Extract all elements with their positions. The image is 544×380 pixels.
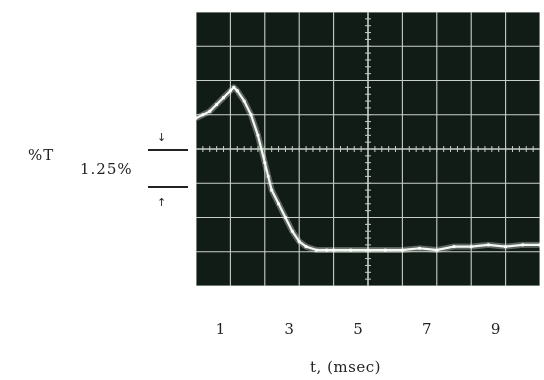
data-point [521, 243, 525, 247]
data-point [504, 245, 508, 249]
x-tick-label: 1 [215, 320, 226, 338]
scale-marker-top [148, 149, 188, 151]
scale-marker-bottom [148, 186, 188, 188]
data-point [290, 229, 294, 233]
arrow-up-icon: ↑ [157, 196, 167, 209]
data-point [325, 248, 329, 252]
trace-line [196, 86, 540, 252]
oscilloscope-screen [196, 12, 540, 286]
data-point [242, 99, 246, 103]
arrow-down-icon: ↓ [157, 131, 167, 144]
data-point [304, 245, 308, 249]
data-point [232, 85, 236, 89]
data-point [270, 188, 274, 192]
y-axis-label: %T [28, 146, 55, 164]
data-point [332, 248, 336, 252]
data-point [208, 109, 212, 113]
data-point [314, 248, 318, 252]
data-point [266, 174, 270, 178]
data-point [228, 89, 232, 93]
data-point [469, 245, 473, 249]
data-point [283, 215, 288, 220]
data-point [486, 243, 490, 247]
data-point [538, 243, 540, 247]
x-tick-label: 3 [284, 320, 294, 338]
data-point [418, 246, 422, 250]
data-point [400, 248, 404, 252]
data-point [235, 89, 239, 93]
data-point [297, 239, 301, 244]
data-point [276, 202, 281, 206]
data-point [435, 248, 439, 252]
x-axis-label: t, (msec) [310, 358, 381, 376]
data-point [383, 248, 387, 252]
x-tick-label: 5 [353, 320, 363, 338]
data-point [249, 113, 253, 117]
x-tick-label: 7 [422, 320, 432, 338]
data-point [215, 102, 219, 107]
data-trace [196, 84, 540, 253]
data-point [349, 248, 353, 252]
data-point [201, 113, 205, 117]
data-point [452, 245, 456, 249]
data-point [221, 96, 226, 100]
data-point [366, 248, 370, 252]
x-tick-label: 9 [490, 320, 501, 338]
data-point [263, 161, 267, 165]
scale-label: 1.25% [80, 160, 133, 178]
grid [196, 12, 540, 286]
data-point [196, 116, 198, 120]
data-point [256, 133, 260, 137]
